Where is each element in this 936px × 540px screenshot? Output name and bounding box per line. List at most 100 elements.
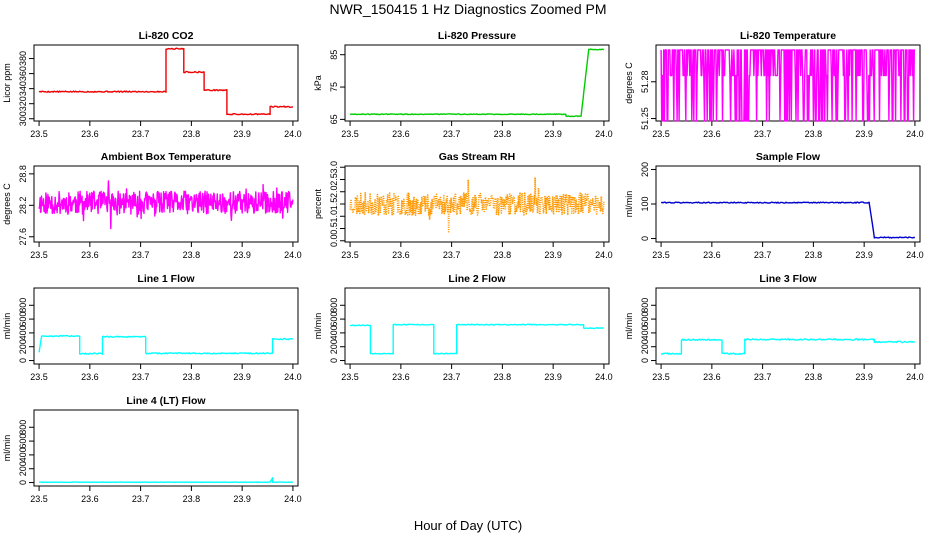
panel-title: Line 2 Flow (448, 273, 506, 285)
panel-title: Line 1 Flow (137, 273, 195, 285)
panel-sample_flow: Sample Flow 23.5 23.6 23.7 23.8 23.9 24.0 0 100 2… (624, 151, 924, 260)
x-tick-label: 23.5 (30, 494, 48, 504)
y-tick-label: 300 (18, 111, 28, 126)
x-tick-label: 24.0 (595, 129, 613, 139)
x-tick-label: 23.8 (494, 250, 512, 260)
x-tick-label: 23.8 (183, 250, 201, 260)
plot-frame (344, 44, 610, 122)
x-tick-label: 23.8 (805, 250, 823, 260)
x-tick-label: 23.7 (754, 250, 772, 260)
x-tick-label: 23.7 (443, 250, 461, 260)
y-tick-label: 600 (329, 312, 339, 327)
y-axis-label: Licor ppm (2, 63, 12, 103)
panel-title: Li-820 Temperature (740, 30, 836, 42)
x-tick-label: 24.0 (284, 494, 302, 504)
x-tick-label: 23.8 (494, 129, 512, 139)
series-line-line3 (660, 338, 916, 355)
y-tick-label: 2.0 (329, 185, 339, 198)
figure-title: NWR_150415 1 Hz Diagnostics Zoomed PM (329, 1, 607, 17)
x-tick-label: 23.8 (183, 129, 201, 139)
x-tick-label: 23.5 (30, 372, 48, 382)
x-tick-label: 23.8 (494, 372, 512, 382)
y-tick-label: 65 (329, 114, 339, 124)
series-line-line2 (349, 323, 604, 355)
x-tick-label: 23.6 (81, 250, 99, 260)
series-line-line1 (38, 334, 294, 355)
y-tick-label: 800 (18, 420, 28, 435)
y-tick-label: 800 (329, 298, 339, 313)
series-line-temperature (660, 49, 915, 122)
y-tick-label: 200 (18, 339, 28, 354)
x-tick-label: 23.6 (703, 129, 721, 139)
y-tick-label: 600 (18, 312, 28, 327)
series-line-ambient (38, 180, 294, 230)
panel-temperature: Li-820 Temperature 23.5 23.6 23.7 23.8 23.9 24… (624, 30, 924, 139)
panel-title: Gas Stream RH (439, 151, 515, 163)
x-tick-label: 23.6 (392, 372, 410, 382)
x-tick-label: 23.7 (754, 129, 772, 139)
x-tick-label: 23.7 (132, 129, 150, 139)
panel-line4: Line 4 (LT) Flow 23.5 23.6 23.7 23.8 23.9 24.0… (2, 395, 302, 504)
panel-line1: Line 1 Flow 23.5 23.6 23.7 23.8 23.9 24.0 0 2004… (2, 273, 302, 382)
y-tick-label: 380 (18, 51, 28, 66)
x-tick-label: 23.9 (855, 372, 873, 382)
y-tick-label: 200 (329, 339, 339, 354)
y-tick-label: 800 (18, 298, 28, 313)
x-tick-label: 23.7 (443, 129, 461, 139)
y-tick-label: 100 (640, 196, 650, 211)
x-tick-label: 23.7 (132, 494, 150, 504)
y-tick-label: 85 (329, 50, 339, 60)
y-tick-label: 51.28 (640, 71, 650, 94)
y-axis-label: ml/min (2, 435, 12, 462)
x-tick-label: 23.5 (652, 129, 670, 139)
x-tick-label: 24.0 (595, 372, 613, 382)
x-tick-label: 23.5 (30, 250, 48, 260)
y-tick-label: 600 (640, 312, 650, 327)
panel-co2: Li-820 CO2 23.5 23.6 23.7 23.8 23.9 24.0 300320… (2, 30, 302, 139)
series-line-pressure (349, 48, 605, 118)
x-tick-label: 23.5 (341, 250, 359, 260)
x-tick-label: 23.9 (233, 494, 251, 504)
x-tick-label: 23.5 (30, 129, 48, 139)
x-tick-label: 24.0 (284, 129, 302, 139)
x-tick-label: 24.0 (595, 250, 613, 260)
x-tick-label: 23.5 (341, 129, 359, 139)
series-line-sample_flow (660, 201, 915, 239)
y-tick-label: 0 (18, 480, 28, 485)
y-tick-label: 28.8 (18, 165, 28, 183)
x-tick-label: 24.0 (284, 250, 302, 260)
y-tick-label: 200 (18, 461, 28, 476)
y-tick-label: 200 (640, 162, 650, 177)
panel-title: Line 4 (LT) Flow (126, 395, 206, 407)
x-tick-label: 23.9 (544, 372, 562, 382)
x-tick-label: 23.8 (805, 372, 823, 382)
x-tick-label: 24.0 (906, 250, 924, 260)
y-tick-label: 200 (640, 339, 650, 354)
y-tick-label: 0.5 (329, 222, 339, 235)
y-tick-label: 0 (18, 358, 28, 363)
y-axis-label: ml/min (2, 313, 12, 340)
plot-frame (344, 287, 610, 365)
series-line-co2 (38, 47, 293, 116)
x-tick-label: 23.6 (81, 129, 99, 139)
x-tick-label: 23.9 (233, 129, 251, 139)
x-tick-label: 23.6 (392, 129, 410, 139)
x-tick-label: 23.7 (754, 372, 772, 382)
plot-frame (655, 165, 921, 243)
panel-title: Sample Flow (756, 151, 821, 163)
y-tick-label: 0.0 (329, 235, 339, 248)
x-tick-label: 23.6 (703, 250, 721, 260)
y-tick-label: 600 (18, 434, 28, 449)
y-tick-label: 320 (18, 96, 28, 111)
x-tick-label: 23.9 (855, 129, 873, 139)
x-tick-label: 23.9 (855, 250, 873, 260)
y-axis-label: kPa (313, 75, 323, 91)
y-tick-label: 360 (18, 66, 28, 81)
x-tick-label: 23.7 (132, 372, 150, 382)
y-tick-label: 75 (329, 82, 339, 92)
x-tick-label: 24.0 (906, 372, 924, 382)
panel-title: Li-820 Pressure (438, 30, 516, 42)
y-tick-label: 0 (640, 236, 650, 241)
y-tick-label: 51.25 (640, 107, 650, 130)
panel-rh: Gas Stream RH 23.5 23.6 23.7 23.8 23.9 24.0 0.0… (313, 151, 613, 260)
